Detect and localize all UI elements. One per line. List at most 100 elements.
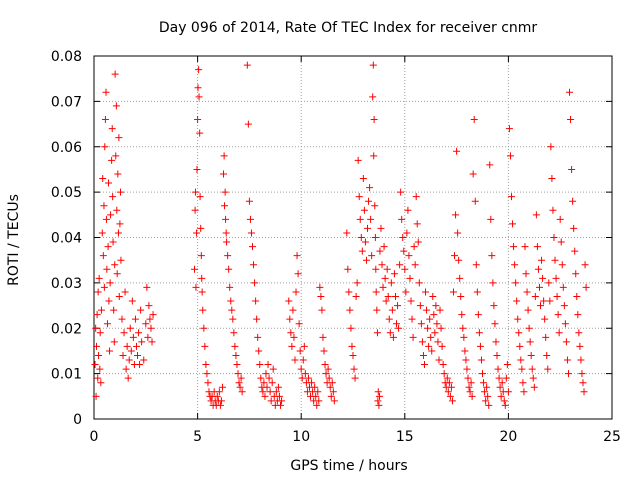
data-point xyxy=(493,351,501,359)
data-point xyxy=(523,288,531,296)
data-point xyxy=(136,361,144,369)
data-point xyxy=(324,365,332,373)
data-point xyxy=(97,379,105,387)
data-point xyxy=(369,93,377,101)
x-tick-label: 25 xyxy=(603,429,621,445)
data-point xyxy=(387,279,395,287)
data-point xyxy=(524,306,532,314)
data-point xyxy=(101,116,109,124)
data-point xyxy=(469,170,477,178)
data-point xyxy=(432,302,440,310)
data-point xyxy=(479,370,486,378)
data-point xyxy=(491,320,499,328)
data-point xyxy=(117,188,125,196)
data-point xyxy=(293,252,301,260)
data-point xyxy=(100,283,108,291)
data-point xyxy=(350,365,358,373)
data-point xyxy=(406,274,414,282)
data-point xyxy=(468,392,476,400)
y-axis-tick-labels: 0 0.01 0.02 0.03 0.04 0.05 0.06 0.07 0.08 xyxy=(51,49,82,428)
data-point xyxy=(437,324,445,332)
data-point xyxy=(509,220,517,228)
data-point xyxy=(352,292,360,300)
data-point xyxy=(196,129,204,137)
data-point xyxy=(391,292,399,300)
data-point xyxy=(294,270,302,278)
data-point xyxy=(288,342,296,350)
data-point xyxy=(426,315,434,323)
data-point xyxy=(547,143,555,151)
data-point xyxy=(529,374,537,382)
data-point xyxy=(138,338,146,346)
data-point xyxy=(220,152,228,160)
data-point xyxy=(492,338,500,346)
data-point xyxy=(103,265,111,273)
data-point xyxy=(545,279,553,287)
data-point xyxy=(576,342,584,350)
data-point xyxy=(452,211,460,219)
data-point xyxy=(433,320,441,328)
data-point xyxy=(508,193,516,201)
data-point xyxy=(320,347,328,355)
data-point xyxy=(572,270,580,278)
data-point xyxy=(395,324,403,332)
x-axis-tick-labels: 0 5 10 15 20 25 xyxy=(90,429,621,445)
data-point xyxy=(519,379,527,387)
data-point xyxy=(528,365,536,373)
data-point xyxy=(481,388,489,396)
data-point xyxy=(569,197,577,205)
data-point xyxy=(102,88,110,96)
data-point xyxy=(194,116,202,124)
data-point xyxy=(128,297,136,305)
y-tick-label: 0 xyxy=(73,412,82,428)
data-point xyxy=(552,274,560,282)
data-point xyxy=(522,270,530,278)
data-point xyxy=(105,179,113,187)
data-point xyxy=(495,374,503,382)
data-point xyxy=(472,261,480,269)
data-point xyxy=(394,302,402,310)
data-point xyxy=(396,261,404,269)
data-point xyxy=(311,383,319,391)
data-point xyxy=(116,220,124,228)
data-point xyxy=(114,229,122,237)
data-point xyxy=(559,283,567,291)
data-point xyxy=(431,329,439,337)
data-point xyxy=(325,374,333,382)
y-tick-label: 0.08 xyxy=(51,49,82,65)
data-point xyxy=(193,165,201,173)
data-point xyxy=(521,243,529,251)
data-point xyxy=(362,256,370,264)
data-point xyxy=(531,292,539,300)
data-point xyxy=(370,152,378,160)
data-point xyxy=(106,279,114,287)
data-point xyxy=(451,252,459,260)
data-point xyxy=(229,315,237,323)
data-point xyxy=(419,351,427,359)
data-point xyxy=(402,288,410,296)
data-point xyxy=(267,397,275,405)
data-point xyxy=(466,388,474,396)
data-point xyxy=(111,70,119,78)
data-point xyxy=(470,116,478,124)
data-point xyxy=(525,324,533,332)
data-point xyxy=(263,383,271,391)
data-point xyxy=(261,392,269,400)
data-point xyxy=(125,356,133,364)
data-point xyxy=(349,351,357,359)
data-point xyxy=(404,206,412,214)
data-point xyxy=(216,401,224,409)
data-point xyxy=(113,270,121,278)
data-point xyxy=(412,193,420,201)
data-point xyxy=(195,93,203,101)
data-point xyxy=(313,401,321,409)
data-point xyxy=(95,274,103,282)
data-point xyxy=(408,315,416,323)
data-point xyxy=(244,120,252,128)
data-point xyxy=(346,306,354,314)
data-point xyxy=(101,143,109,151)
data-point xyxy=(555,329,563,337)
data-point xyxy=(543,351,551,359)
data-point xyxy=(369,61,377,69)
